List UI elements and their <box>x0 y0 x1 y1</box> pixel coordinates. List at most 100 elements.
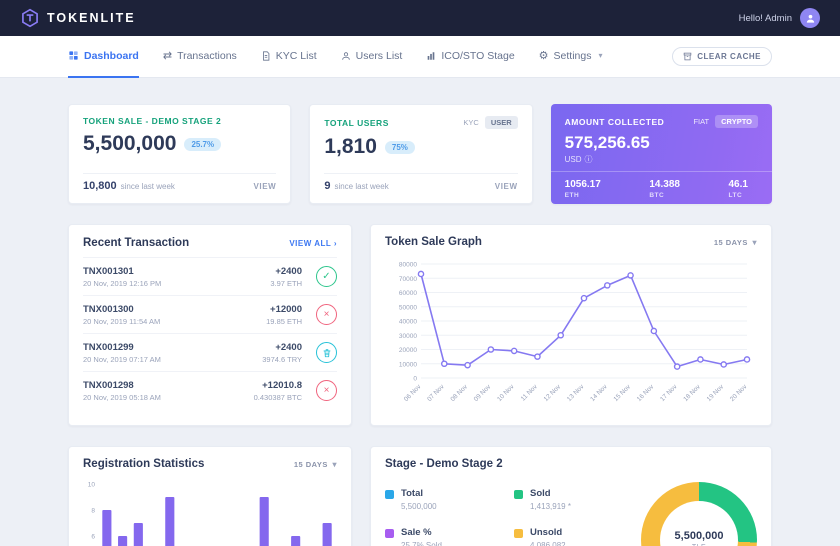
delta-note: since last week <box>120 182 175 191</box>
status-icon <box>316 342 337 363</box>
cache-box-icon <box>683 52 692 61</box>
users-icon <box>341 51 351 61</box>
tokenlite-logo-icon <box>20 8 40 28</box>
card-title: TOKEN SALE - DEMO STAGE 2 <box>83 116 222 126</box>
svg-text:17 Nov: 17 Nov <box>659 383 679 403</box>
svg-text:15 Nov: 15 Nov <box>612 383 632 403</box>
card-title: AMOUNT COLLECTED <box>564 116 665 127</box>
percent-badge: 25.7% <box>184 137 222 151</box>
tab-users-list[interactable]: Users List <box>341 36 403 78</box>
info-icon: ⓘ <box>584 155 593 164</box>
token-sale-line-chart: 0 10000 20000 30000 40000 50000 60000 70000 8000… <box>399 262 751 403</box>
svg-text:14 Nov: 14 Nov <box>589 383 609 403</box>
brand-name: TOKENLITE <box>47 11 136 25</box>
view-link[interactable]: VIEW <box>253 182 277 191</box>
svg-text:18 Nov: 18 Nov <box>682 383 702 403</box>
bar-chart-icon <box>426 51 436 61</box>
chevron-down-icon: ▾ <box>598 51 603 60</box>
delta-note: since last week <box>334 182 389 191</box>
donut-center: 5,500,000 TLE <box>660 501 738 546</box>
svg-text:11 Nov: 11 Nov <box>520 383 540 403</box>
svg-text:19 Nov: 19 Nov <box>706 383 726 403</box>
brand-logo[interactable]: TOKENLITE <box>20 8 136 28</box>
middle-row: Recent Transaction VIEW ALL › TNX001301 … <box>68 224 772 426</box>
file-icon <box>261 50 271 61</box>
percent-badge: 75% <box>384 140 415 154</box>
tab-ico-sto-stage[interactable]: ICO/STO Stage <box>426 36 515 78</box>
registration-statistics-card: Registration Statistics 15 DAYS ▾ 246810 <box>68 446 352 546</box>
period-dropdown[interactable]: 15 DAYS ▾ <box>293 459 337 469</box>
main-nav: Dashboard ⇄ Transactions KYC List Users … <box>0 36 840 78</box>
status-icon: × <box>316 380 337 401</box>
tab-transactions[interactable]: ⇄ Transactions <box>163 36 237 78</box>
svg-text:10 Nov: 10 Nov <box>496 383 516 403</box>
avatar[interactable] <box>800 8 820 28</box>
token-sale-value: 5,500,000 <box>83 132 177 155</box>
clear-cache-button[interactable]: CLEAR CACHE <box>672 47 772 66</box>
card-title: Recent Transaction <box>83 237 190 249</box>
table-row[interactable]: TNX001300 20 Nov, 2019 11:54 AM +12000 1… <box>83 296 337 334</box>
tab-label: ICO/STO Stage <box>441 49 515 62</box>
tab-label: Transactions <box>177 49 237 62</box>
clear-cache-label: CLEAR CACHE <box>697 52 761 61</box>
chevron-down-icon: ▾ <box>332 459 337 469</box>
stage-card: Stage - Demo Stage 2 Total 5,500,000 <box>370 446 772 546</box>
status-icon: ✓ <box>316 266 337 287</box>
tab-kyc-list[interactable]: KYC List <box>261 36 317 78</box>
svg-text:80000: 80000 <box>399 262 417 269</box>
svg-text:8: 8 <box>91 508 95 515</box>
legend-color-swatch <box>514 490 523 499</box>
svg-text:30000: 30000 <box>399 333 417 340</box>
legend-item-unsold: Unsold 4,086,082 <box>514 527 627 546</box>
table-row[interactable]: TNX001301 20 Nov, 2019 12:16 PM +2400 3.… <box>83 258 337 296</box>
svg-text:0: 0 <box>413 376 417 383</box>
coin-btc: 14.388 BTC <box>649 179 680 199</box>
currency-label: USD <box>564 155 582 164</box>
tab-label: KYC List <box>275 49 317 62</box>
legend-item-total: Total 5,500,000 <box>385 488 498 511</box>
token-sale-graph-card: Token Sale Graph 15 DAYS ▾ 0 10000 20000 30… <box>370 224 772 426</box>
legend-color-swatch <box>385 529 394 538</box>
svg-text:6: 6 <box>91 534 95 541</box>
view-all-link[interactable]: VIEW ALL › <box>289 238 337 248</box>
legend-item-sold: Sold 1,413,919 * <box>514 488 627 511</box>
status-icon: × <box>316 304 337 325</box>
delta-value: 9 <box>324 180 331 192</box>
tab-label: Settings <box>553 49 592 62</box>
coin-ltc: 46.1 LTC <box>728 179 748 199</box>
table-row[interactable]: TNX001298 20 Nov, 2019 05:18 AM +12010.8… <box>83 372 337 409</box>
tab-label: Users List <box>355 49 403 62</box>
fiat-toggle[interactable]: FIAT <box>693 117 710 126</box>
kyc-toggle[interactable]: KYC <box>463 118 479 127</box>
svg-text:20000: 20000 <box>399 347 417 354</box>
svg-text:06 Nov: 06 Nov <box>403 383 423 403</box>
svg-text:50000: 50000 <box>399 304 417 311</box>
coin-eth: 1056.17 ETH <box>564 179 601 199</box>
card-title: Registration Statistics <box>83 458 205 470</box>
svg-text:60000: 60000 <box>399 290 417 297</box>
top-bar: TOKENLITE Hello! Admin <box>0 0 840 36</box>
svg-text:07 Nov: 07 Nov <box>426 383 446 403</box>
grid-icon <box>68 50 79 61</box>
total-users-card: TOTAL USERS KYC USER 1,810 75% 9 since l… <box>309 104 533 204</box>
user-toggle[interactable]: USER <box>484 116 518 129</box>
amount-collected-card: AMOUNT COLLECTED FIAT CRYPTO 575,256.65 … <box>550 104 772 204</box>
legend-color-swatch <box>514 529 523 538</box>
tab-settings[interactable]: ⚙ Settings ▾ <box>539 36 603 78</box>
total-users-value: 1,810 <box>324 135 377 158</box>
svg-text:20 Nov: 20 Nov <box>729 383 749 403</box>
svg-text:08 Nov: 08 Nov <box>449 383 469 403</box>
crypto-toggle[interactable]: CRYPTO <box>715 115 758 128</box>
svg-text:12 Nov: 12 Nov <box>543 383 563 403</box>
card-title: TOTAL USERS <box>324 117 389 128</box>
bottom-row: Registration Statistics 15 DAYS ▾ 246810… <box>68 446 772 546</box>
table-row[interactable]: TNX001299 20 Nov, 2019 07:17 AM +2400 39… <box>83 334 337 372</box>
legend-item-sale-pct: Sale % 25.7% Sold <box>385 527 498 546</box>
tab-dashboard[interactable]: Dashboard <box>68 36 139 78</box>
dashboard-content: TOKEN SALE - DEMO STAGE 2 5,500,000 25.7… <box>68 78 772 546</box>
view-link[interactable]: VIEW <box>494 182 518 191</box>
period-dropdown[interactable]: 15 DAYS ▾ <box>713 237 757 247</box>
svg-text:13 Nov: 13 Nov <box>566 383 586 403</box>
tab-label: Dashboard <box>84 49 139 62</box>
registration-bar-chart: 246810 <box>88 482 332 546</box>
